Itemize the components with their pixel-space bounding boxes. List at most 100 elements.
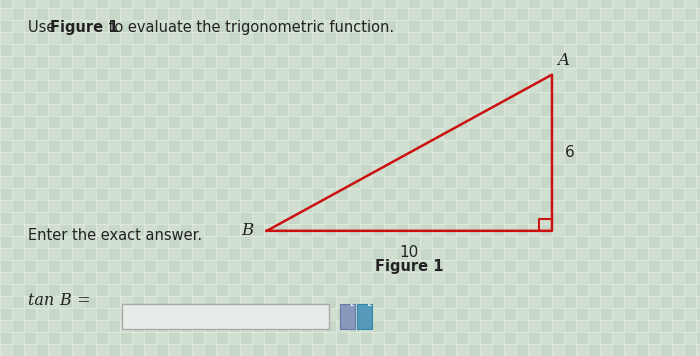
Bar	[0, 272, 12, 284]
Bar	[312, 176, 324, 188]
Bar	[456, 104, 468, 116]
Bar	[0, 80, 12, 92]
Bar	[576, 344, 588, 356]
Bar	[660, 212, 672, 224]
Bar	[372, 0, 384, 8]
Bar	[684, 260, 696, 272]
Bar	[108, 164, 120, 176]
Bar	[324, 92, 336, 104]
Bar	[180, 308, 192, 320]
Bar	[540, 332, 552, 344]
Bar	[192, 176, 204, 188]
Bar	[144, 80, 156, 92]
Bar	[504, 128, 516, 140]
Bar	[432, 128, 444, 140]
Bar	[516, 116, 528, 128]
Bar	[576, 80, 588, 92]
Bar	[36, 236, 48, 248]
Bar	[264, 320, 276, 332]
Bar	[612, 212, 624, 224]
Bar	[312, 344, 324, 356]
Bar	[552, 8, 564, 20]
Bar	[72, 32, 84, 44]
Bar	[672, 200, 684, 212]
Bar	[432, 80, 444, 92]
Bar	[432, 296, 444, 308]
Bar	[396, 308, 408, 320]
Bar	[384, 248, 396, 260]
Bar	[684, 116, 696, 128]
Bar	[216, 200, 228, 212]
Bar	[204, 212, 216, 224]
Bar	[84, 332, 96, 344]
Bar	[168, 56, 180, 68]
Bar	[576, 272, 588, 284]
Bar	[408, 80, 420, 92]
Bar	[48, 344, 60, 356]
Bar	[612, 140, 624, 152]
Bar	[84, 236, 96, 248]
Bar	[48, 176, 60, 188]
Bar	[528, 296, 540, 308]
Bar	[384, 152, 396, 164]
Bar	[432, 272, 444, 284]
Bar	[372, 140, 384, 152]
Bar	[24, 248, 36, 260]
Bar	[48, 224, 60, 236]
Bar	[192, 344, 204, 356]
Bar	[636, 188, 648, 200]
Bar	[432, 320, 444, 332]
Bar	[96, 224, 108, 236]
Bar	[540, 284, 552, 296]
Bar	[144, 272, 156, 284]
Bar	[276, 92, 288, 104]
Bar	[96, 104, 108, 116]
Bar	[408, 200, 420, 212]
Bar	[108, 20, 120, 32]
Bar	[600, 296, 612, 308]
Bar	[456, 128, 468, 140]
Bar	[204, 188, 216, 200]
Bar	[240, 200, 252, 212]
Bar	[300, 0, 312, 8]
Bar	[588, 164, 600, 176]
Bar	[636, 284, 648, 296]
FancyBboxPatch shape	[340, 304, 355, 329]
Bar	[552, 128, 564, 140]
Bar	[636, 68, 648, 80]
Bar	[636, 116, 648, 128]
Bar	[600, 56, 612, 68]
Bar	[360, 80, 372, 92]
Bar	[468, 68, 480, 80]
Bar	[72, 200, 84, 212]
Bar	[588, 92, 600, 104]
Bar	[612, 236, 624, 248]
Bar	[324, 188, 336, 200]
Bar	[216, 8, 228, 20]
Bar	[264, 272, 276, 284]
Bar	[492, 308, 504, 320]
Bar	[108, 308, 120, 320]
Bar	[384, 104, 396, 116]
Bar	[636, 332, 648, 344]
Bar	[672, 320, 684, 332]
Bar	[612, 0, 624, 8]
Bar	[504, 176, 516, 188]
Bar	[540, 20, 552, 32]
Bar	[624, 152, 636, 164]
Bar	[612, 44, 624, 56]
Bar	[300, 68, 312, 80]
Bar	[684, 188, 696, 200]
Bar	[264, 32, 276, 44]
Bar	[24, 344, 36, 356]
Bar	[624, 248, 636, 260]
Bar	[660, 116, 672, 128]
Bar	[312, 320, 324, 332]
Bar	[420, 164, 432, 176]
Bar	[468, 116, 480, 128]
Bar	[480, 80, 492, 92]
Bar	[324, 308, 336, 320]
Bar	[516, 44, 528, 56]
Bar	[540, 212, 552, 224]
Bar	[60, 92, 72, 104]
